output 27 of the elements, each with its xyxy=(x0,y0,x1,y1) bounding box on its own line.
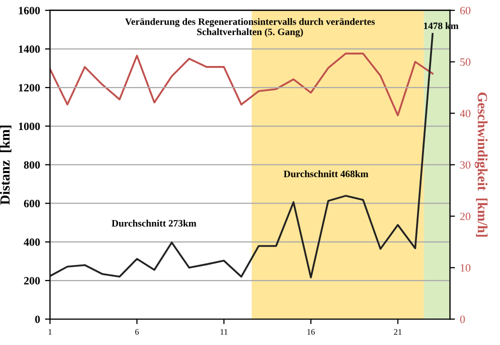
y2-tick-label: 40 xyxy=(460,110,470,118)
y2-tick-label: 50 xyxy=(460,58,470,66)
y-tick-label: 1600 xyxy=(18,6,40,14)
annotation: Durchschnitt 468km xyxy=(284,170,368,178)
y-tick-label: 800 xyxy=(24,161,40,169)
y2-tick-label: 20 xyxy=(460,212,470,220)
y-tick-label: 1000 xyxy=(18,122,40,130)
y-tick-label: 1400 xyxy=(18,45,40,53)
y-tick-label: 600 xyxy=(24,200,40,208)
y-axis-title: Distanz [km] xyxy=(0,126,12,205)
y-tick-label: 200 xyxy=(24,276,40,284)
y2-tick-label: 0 xyxy=(460,316,465,324)
x-tick-label: 11 xyxy=(220,329,228,335)
y-tick-label: 400 xyxy=(24,238,40,246)
text: Veränderung des Regenerationsintervalls durch verändertes Schaltverhalten (5. Gang) xyxy=(125,18,375,38)
x-tick-label: 1 xyxy=(48,329,52,335)
y2-tick-label: 10 xyxy=(460,264,470,272)
x-tick-label: 6 xyxy=(135,329,139,335)
y2-tick-label: 60 xyxy=(460,6,470,14)
x-tick-label: 16 xyxy=(307,329,315,335)
x-tick-label: 21 xyxy=(394,329,402,335)
y-tick-label: 1200 xyxy=(18,84,40,92)
line-series xyxy=(50,52,434,116)
y2-tick-label: 30 xyxy=(460,161,470,169)
annotation: Durchschnitt 273km xyxy=(112,220,196,227)
y2-axis-title: Geschwindigkeit [km/h] xyxy=(474,92,488,237)
y-tick-label: 0 xyxy=(35,316,40,324)
